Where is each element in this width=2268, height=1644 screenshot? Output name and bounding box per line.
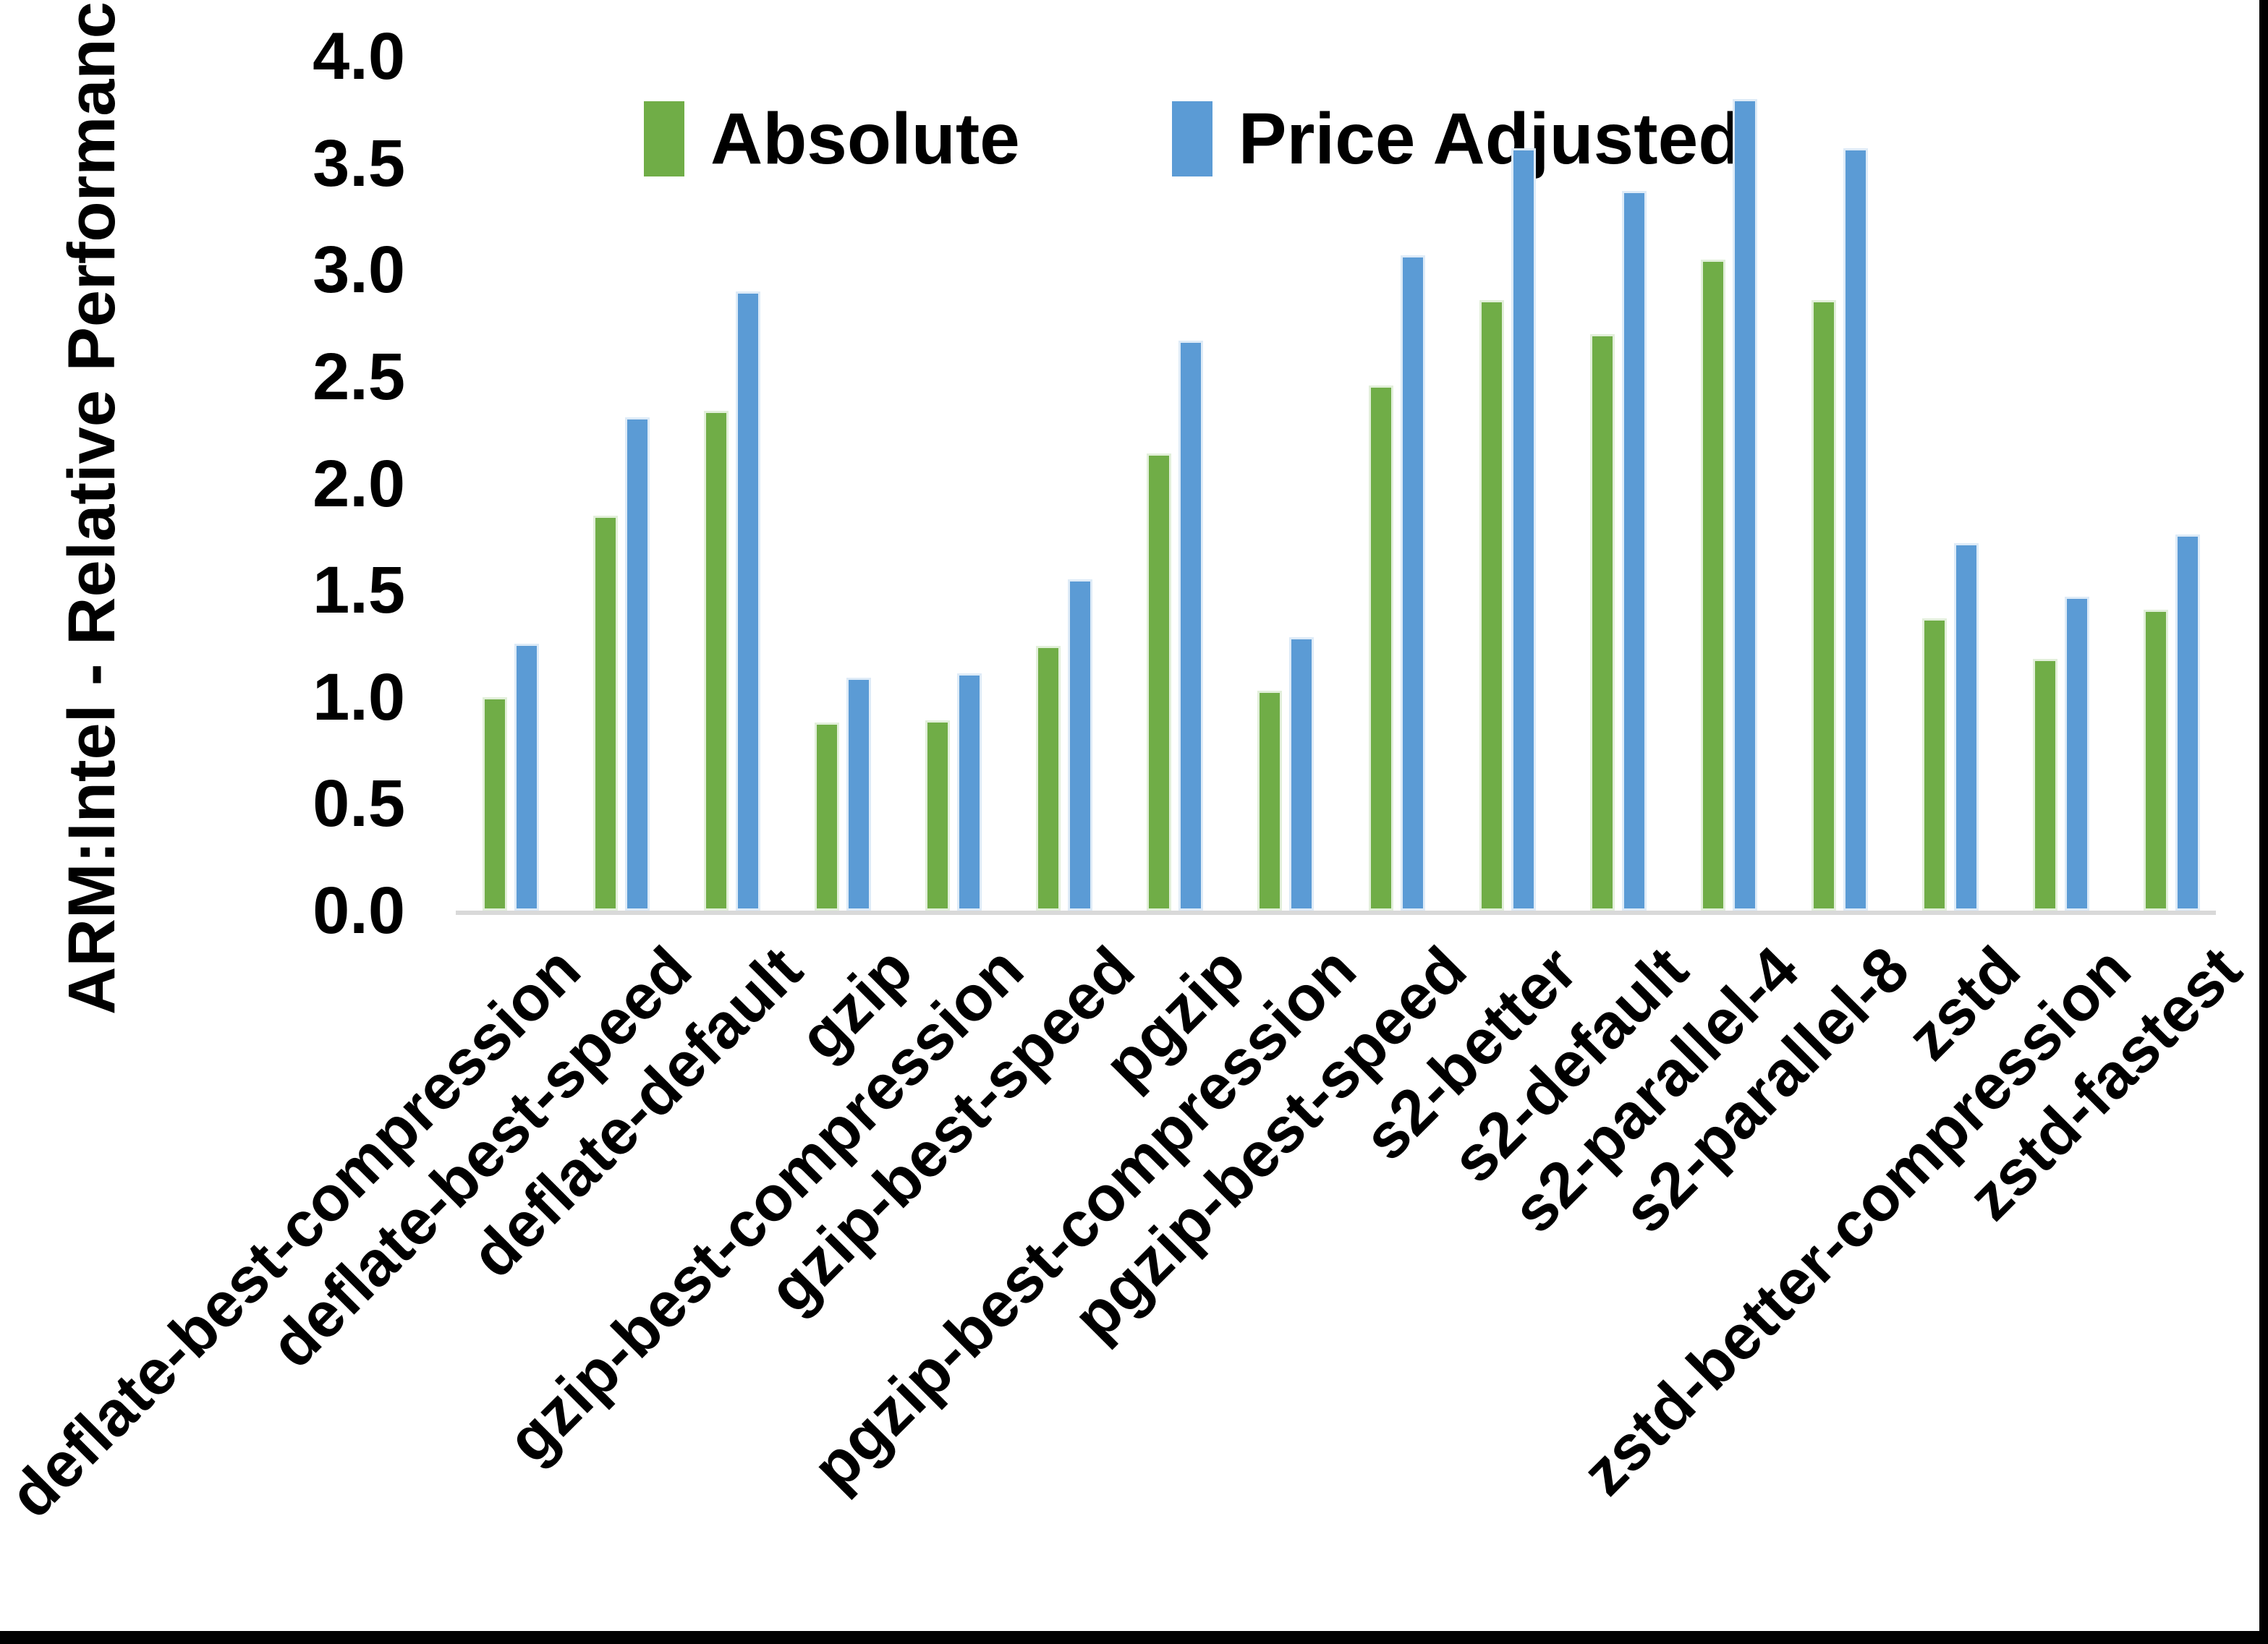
bar-price-adjusted-deflate-best-compression	[514, 643, 539, 911]
y-tick-label-2.0: 2.0	[313, 446, 405, 521]
bar-price-adjusted-s2-parallel-8	[1843, 148, 1868, 911]
bar-absolute-deflate-best-compression	[483, 697, 507, 911]
bar-absolute-s2-default	[1589, 333, 1615, 911]
bar-group-gzip-best-compression	[925, 56, 982, 911]
bar-group-zstd-better-compression	[2032, 56, 2089, 911]
bar-group-deflate-default	[704, 56, 761, 911]
bar-absolute-zstd-fastest	[2144, 609, 2169, 911]
bar-price-adjusted-pgzip	[1178, 340, 1204, 911]
legend-item-price-adjusted: Price Adjusted	[1171, 98, 1743, 179]
bar-group-s2-better	[1479, 56, 1536, 911]
screenshot-right-border	[2259, 0, 2268, 1644]
bar-group-pgzip-best-speed	[1368, 56, 1425, 911]
bar-absolute-gzip	[815, 723, 840, 911]
bar-group-s2-parallel-8	[1811, 56, 1868, 911]
bar-group-deflate-best-compression	[483, 56, 539, 911]
bar-price-adjusted-zstd	[1953, 543, 1979, 911]
bar-absolute-pgzip-best-compression	[1257, 690, 1283, 911]
bar-group-gzip-best-speed	[1036, 56, 1093, 911]
y-tick-label-1.0: 1.0	[313, 660, 405, 734]
bar-price-adjusted-s2-parallel-4	[1732, 99, 1757, 911]
bar-price-adjusted-s2-better	[1511, 148, 1536, 911]
absolute-series-swatch-icon	[644, 101, 684, 176]
plot-area	[456, 56, 2216, 911]
bar-price-adjusted-pgzip-best-speed	[1400, 255, 1425, 911]
y-tick-label-0.0: 0.0	[313, 874, 405, 947]
x-axis-line	[456, 911, 2216, 915]
bar-price-adjusted-deflate-best-speed	[625, 417, 650, 911]
bar-group-pgzip-best-compression	[1257, 56, 1314, 911]
bar-group-gzip	[815, 56, 872, 911]
bar-absolute-zstd-better-compression	[2032, 658, 2057, 911]
bar-absolute-s2-better	[1479, 299, 1504, 911]
bar-absolute-gzip-best-compression	[925, 720, 951, 911]
bar-group-zstd	[1921, 56, 1979, 911]
bar-price-adjusted-deflate-default	[736, 291, 761, 911]
bar-absolute-s2-parallel-4	[1700, 259, 1725, 911]
y-axis-title: ARM:Intel - Relative Performance	[55, 0, 129, 1015]
y-tick-label-1.5: 1.5	[313, 553, 405, 628]
bar-price-adjusted-pgzip-best-compression	[1289, 637, 1314, 911]
bar-absolute-s2-parallel-8	[1811, 299, 1836, 911]
bar-absolute-deflate-default	[704, 411, 729, 911]
bar-group-s2-parallel-4	[1700, 56, 1757, 911]
y-tick-label-0.5: 0.5	[313, 767, 405, 841]
bar-price-adjusted-s2-default	[1621, 191, 1647, 911]
bar-price-adjusted-zstd-better-compression	[2064, 596, 2089, 911]
bar-group-zstd-fastest	[2144, 56, 2201, 911]
bar-absolute-gzip-best-speed	[1036, 645, 1061, 911]
y-tick-label-3.5: 3.5	[313, 126, 405, 200]
bar-absolute-pgzip	[1147, 453, 1172, 911]
bar-price-adjusted-gzip	[846, 678, 872, 911]
bar-price-adjusted-zstd-fastest	[2175, 534, 2201, 911]
legend-label-absolute: Absolute	[710, 98, 1020, 179]
bar-price-adjusted-gzip-best-speed	[1068, 579, 1093, 911]
y-tick-label-2.5: 2.5	[313, 339, 405, 414]
legend-label-price-adjusted: Price Adjusted	[1238, 98, 1743, 179]
bar-absolute-deflate-best-speed	[593, 515, 619, 911]
legend: Absolute Price Adjusted	[644, 101, 1742, 176]
screenshot-bottom-border	[0, 1631, 2268, 1644]
bar-group-deflate-best-speed	[593, 56, 650, 911]
bar-absolute-zstd	[1921, 618, 1947, 911]
price-adjusted-series-swatch-icon	[1171, 101, 1212, 176]
legend-item-absolute: Absolute	[644, 101, 1020, 176]
y-tick-label-4.0: 4.0	[313, 20, 405, 93]
y-tick-label-3.0: 3.0	[313, 233, 405, 307]
bar-group-pgzip	[1147, 56, 1204, 911]
bar-absolute-pgzip-best-speed	[1368, 385, 1393, 911]
bar-group-s2-default	[1589, 56, 1647, 911]
bar-price-adjusted-gzip-best-compression	[957, 673, 982, 911]
